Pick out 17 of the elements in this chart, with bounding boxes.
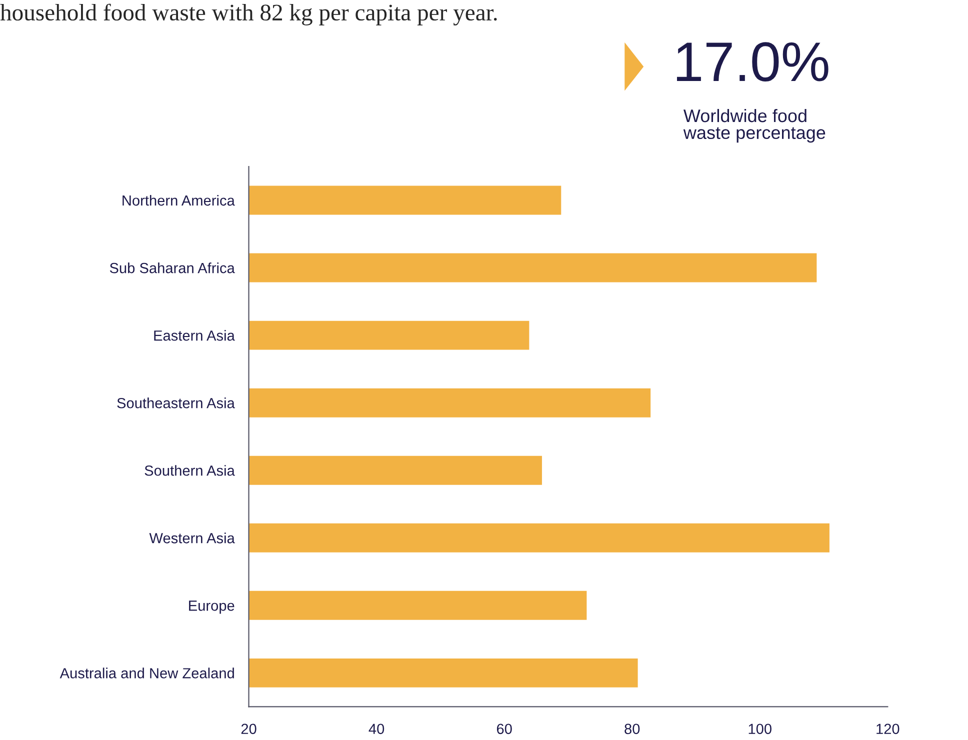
x-tick-label: 20 xyxy=(241,724,256,734)
y-tick-label: Northern America xyxy=(122,194,235,206)
y-tick-label: Sub Saharan Africa xyxy=(110,262,235,274)
x-tick-label: 60 xyxy=(496,724,512,734)
x-tick-label: 100 xyxy=(748,724,772,734)
y-tick-label: Europe xyxy=(189,600,234,614)
x-tick-label: 120 xyxy=(876,724,900,734)
x-tick-label: 40 xyxy=(368,724,384,734)
x-tick-label: 80 xyxy=(624,724,640,734)
y-tick-label: Eastern Asia xyxy=(154,330,235,341)
text: Worldwide food waste percentage xyxy=(683,108,826,143)
text: 17.0% xyxy=(676,42,828,82)
text: household food waste with 82 kg per capita per year. xyxy=(0,4,497,26)
y-tick-label: Southeastern Asia xyxy=(117,398,235,408)
y-tick-label: Western Asia xyxy=(149,532,235,544)
y-tick-label: Southern Asia xyxy=(144,465,235,476)
y-tick-label: Australia and New Zealand xyxy=(60,668,234,678)
